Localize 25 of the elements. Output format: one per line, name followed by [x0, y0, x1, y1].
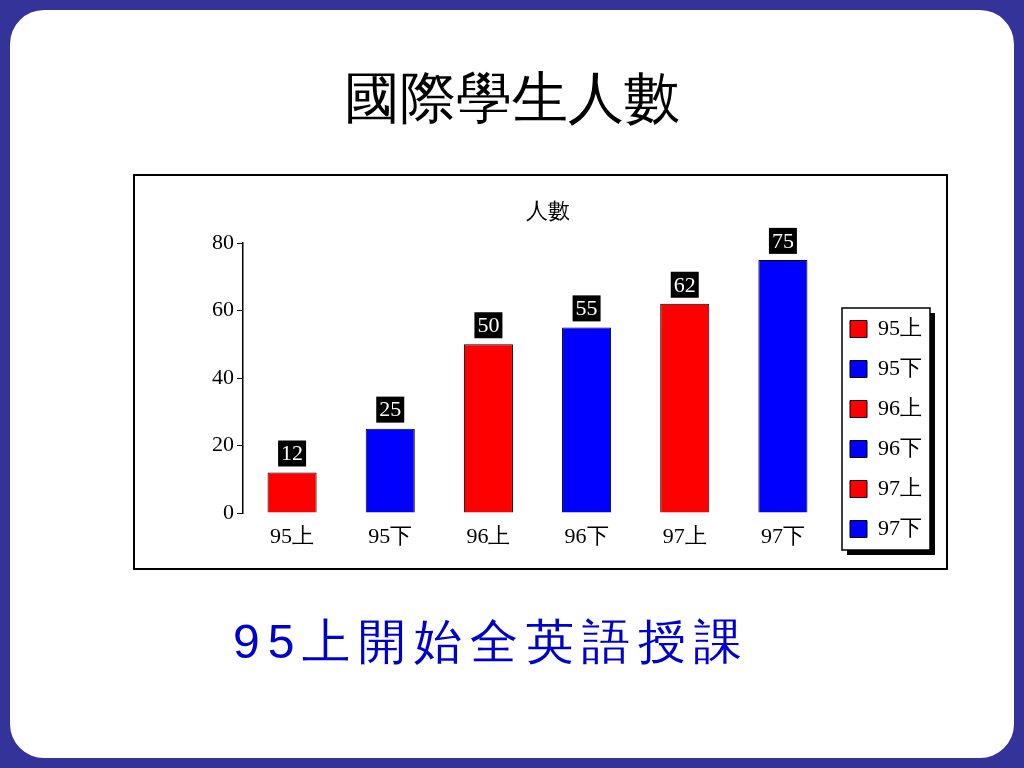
data-label: 62 [673, 271, 696, 297]
x-tick-label: 96上 [466, 522, 511, 548]
data-label: 25 [379, 396, 402, 422]
legend-label: 95上 [878, 314, 922, 340]
legend-label: 96下 [878, 434, 922, 460]
x-tick-label: 95上 [270, 522, 315, 548]
y-tick-label: 80 [212, 228, 234, 254]
y-axis-title: 人數 [525, 197, 570, 223]
y-tick-label: 60 [212, 296, 234, 322]
text: 95上開始全英語授課 [233, 614, 751, 670]
legend-label: 95下 [878, 354, 922, 380]
data-label: 55 [575, 295, 598, 321]
x-tick-label: 95下 [368, 522, 413, 548]
legend-label: 96上 [878, 394, 922, 420]
data-label: 75 [771, 227, 794, 253]
chart-title: 國際學生人數 [343, 66, 681, 131]
legend-label: 97上 [878, 474, 922, 500]
y-tick-label: 0 [223, 498, 234, 524]
y-tick-label: 40 [212, 363, 234, 389]
data-label: 50 [477, 312, 500, 338]
x-tick-label: 96下 [564, 522, 609, 548]
data-label: 12 [281, 440, 304, 466]
x-tick-label: 97下 [760, 522, 805, 548]
y-tick-label: 20 [212, 431, 234, 457]
x-tick-label: 97上 [662, 522, 707, 548]
